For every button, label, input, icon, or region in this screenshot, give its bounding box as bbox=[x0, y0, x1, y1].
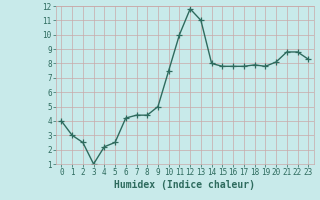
X-axis label: Humidex (Indice chaleur): Humidex (Indice chaleur) bbox=[114, 180, 255, 190]
